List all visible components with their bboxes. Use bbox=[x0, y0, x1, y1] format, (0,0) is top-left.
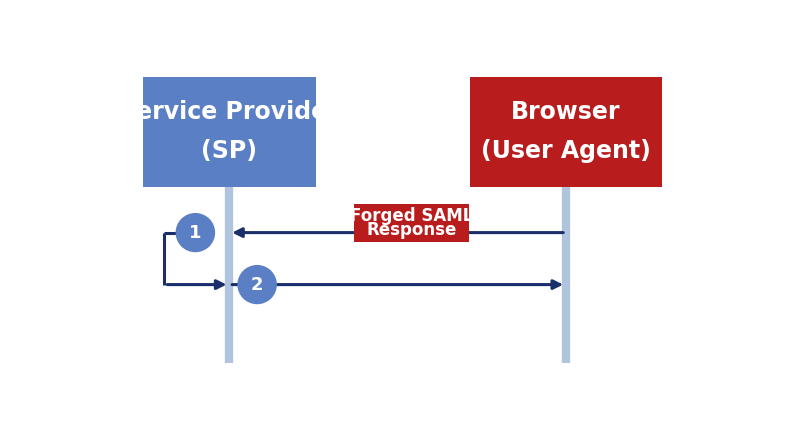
Text: 2: 2 bbox=[251, 276, 263, 294]
Text: Forged SAML: Forged SAML bbox=[350, 207, 473, 225]
Text: Browser: Browser bbox=[511, 100, 621, 124]
FancyBboxPatch shape bbox=[470, 77, 662, 187]
Text: (SP): (SP) bbox=[202, 139, 257, 163]
Ellipse shape bbox=[238, 265, 277, 304]
Text: 1: 1 bbox=[189, 224, 202, 242]
Text: Response: Response bbox=[367, 221, 457, 239]
Ellipse shape bbox=[175, 213, 215, 252]
FancyBboxPatch shape bbox=[355, 204, 469, 241]
FancyBboxPatch shape bbox=[143, 77, 316, 187]
Text: (User Agent): (User Agent) bbox=[481, 139, 651, 163]
Text: Service Provider: Service Provider bbox=[120, 100, 340, 124]
